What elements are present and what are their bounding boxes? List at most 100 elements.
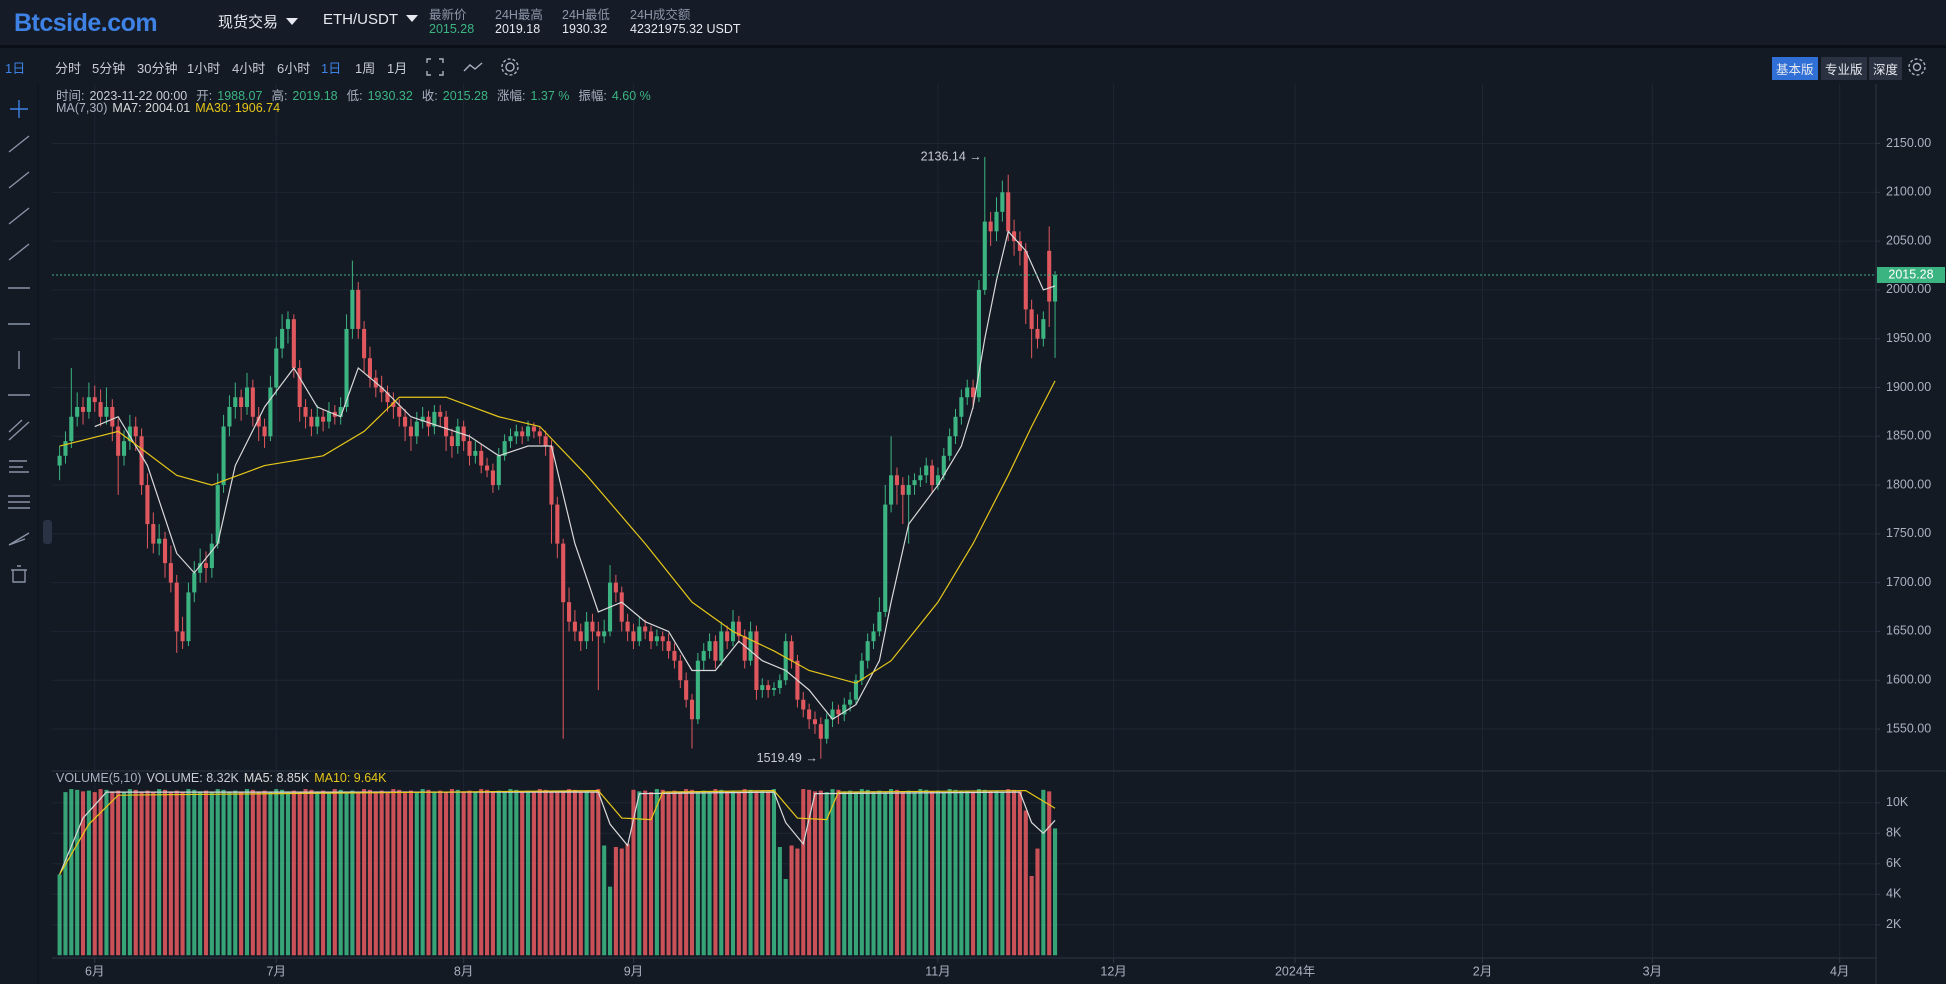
candle-body	[578, 631, 583, 642]
volume-bar	[57, 874, 62, 956]
candle-body	[625, 621, 630, 632]
view-button[interactable]: 专业版	[1821, 57, 1867, 80]
volume-bar	[730, 790, 736, 956]
header: Btcside.com 现货交易 ETH/USDT 最新价 2015.28 24…	[0, 0, 1946, 47]
candle-body	[754, 631, 759, 690]
period-button[interactable]: 1周	[355, 61, 376, 76]
candle-body	[244, 387, 250, 407]
period-button[interactable]: 30分钟	[137, 61, 178, 76]
period-button[interactable]: 6小时	[277, 61, 311, 76]
volume-bar	[379, 790, 384, 956]
volume-bar	[543, 789, 548, 956]
candle-body	[1023, 250, 1028, 310]
candle-body	[982, 221, 987, 290]
arrow-tool[interactable]	[8, 243, 30, 261]
candle-body	[139, 436, 144, 486]
candle-body	[133, 426, 138, 437]
volume-bar	[174, 790, 179, 956]
interval-select[interactable]: 1日	[5, 61, 26, 76]
fullscreen-icon[interactable]	[426, 58, 444, 76]
indicator-icon[interactable]	[463, 62, 483, 72]
volume-bar	[338, 789, 343, 956]
volume-bar	[783, 879, 788, 956]
delete-tool[interactable]	[11, 565, 27, 583]
candle-body	[473, 450, 478, 456]
candle-body	[707, 641, 712, 651]
x-tick-label: 4月	[1830, 964, 1849, 978]
pair-select[interactable]: ETH/USDT	[323, 11, 418, 28]
volume-bar	[631, 789, 636, 956]
view-button[interactable]: 基本版	[1772, 57, 1818, 80]
view-button[interactable]: 深度	[1869, 57, 1903, 80]
candle-body	[438, 411, 443, 417]
wave-tool[interactable]	[8, 532, 30, 546]
volume-bar	[63, 792, 68, 956]
volume-bar	[643, 790, 648, 956]
candle-body	[321, 416, 326, 422]
channel-tool[interactable]	[8, 419, 30, 441]
volume-bar	[982, 789, 987, 956]
fib-tool[interactable]	[9, 460, 29, 473]
annotation: 2136.14 →	[921, 149, 982, 163]
volume-bar	[777, 847, 782, 956]
volume-bar	[104, 789, 109, 956]
volume-bar	[75, 789, 80, 956]
volume-bar	[291, 790, 296, 956]
volume-bar	[203, 790, 209, 956]
info-value: 2019.18	[292, 89, 338, 103]
candle-body	[227, 406, 232, 427]
volume-bar	[244, 789, 250, 956]
candle-body	[239, 397, 244, 407]
volume-bar	[871, 791, 876, 956]
volume-bar	[742, 789, 747, 956]
volume-bar	[555, 790, 560, 956]
crosshair-tool[interactable]	[10, 100, 28, 118]
info-label: 开:	[196, 89, 213, 103]
volume-bar	[537, 789, 542, 956]
segment-tool[interactable]	[8, 207, 30, 225]
volume-bar	[584, 790, 589, 956]
period-button[interactable]: 分时	[55, 61, 82, 76]
settings[interactable]	[1906, 56, 1928, 78]
volume-bar	[994, 790, 999, 956]
candle-body	[631, 631, 636, 642]
volume-bar	[830, 789, 835, 956]
gann-tool[interactable]	[8, 495, 30, 509]
market-select[interactable]: 现货交易	[218, 11, 298, 32]
period-button[interactable]: 1月	[387, 61, 408, 76]
candle-body	[449, 436, 454, 447]
volume-bar	[496, 790, 501, 956]
candle-body	[531, 426, 536, 432]
sidebar-handle[interactable]	[43, 520, 52, 544]
candle-body	[344, 328, 349, 407]
volume-bar	[356, 792, 361, 956]
period-button[interactable]: 5分钟	[92, 61, 126, 76]
candle-body	[812, 719, 818, 725]
period-button[interactable]: 1日	[321, 61, 342, 76]
candle-body	[198, 563, 203, 573]
period-button[interactable]: 4小时	[232, 61, 266, 76]
logo[interactable]: Btcside.com	[14, 9, 158, 37]
volume-bar	[812, 791, 818, 956]
candle-body	[157, 538, 162, 544]
period-button[interactable]: 1小时	[187, 61, 221, 76]
candle-body	[127, 426, 132, 442]
volume-bar	[116, 790, 121, 956]
info-value: 1988.07	[217, 89, 263, 103]
volume-bar	[157, 789, 162, 956]
volume-bar	[80, 791, 86, 956]
volume-bar	[736, 792, 741, 956]
candle-body	[104, 406, 109, 417]
info-value: 2015.28	[442, 89, 488, 103]
volume-bar	[444, 792, 449, 956]
volume-bar	[906, 790, 911, 956]
candle-body	[853, 680, 859, 700]
candle-body	[110, 406, 115, 427]
ray-tool[interactable]	[8, 171, 30, 189]
candle-body	[654, 636, 659, 642]
candle-body	[871, 631, 876, 642]
volume-bar	[192, 789, 197, 956]
line-tool[interactable]	[8, 135, 30, 153]
volume-bar	[397, 789, 402, 956]
settings-icon[interactable]	[505, 62, 515, 72]
